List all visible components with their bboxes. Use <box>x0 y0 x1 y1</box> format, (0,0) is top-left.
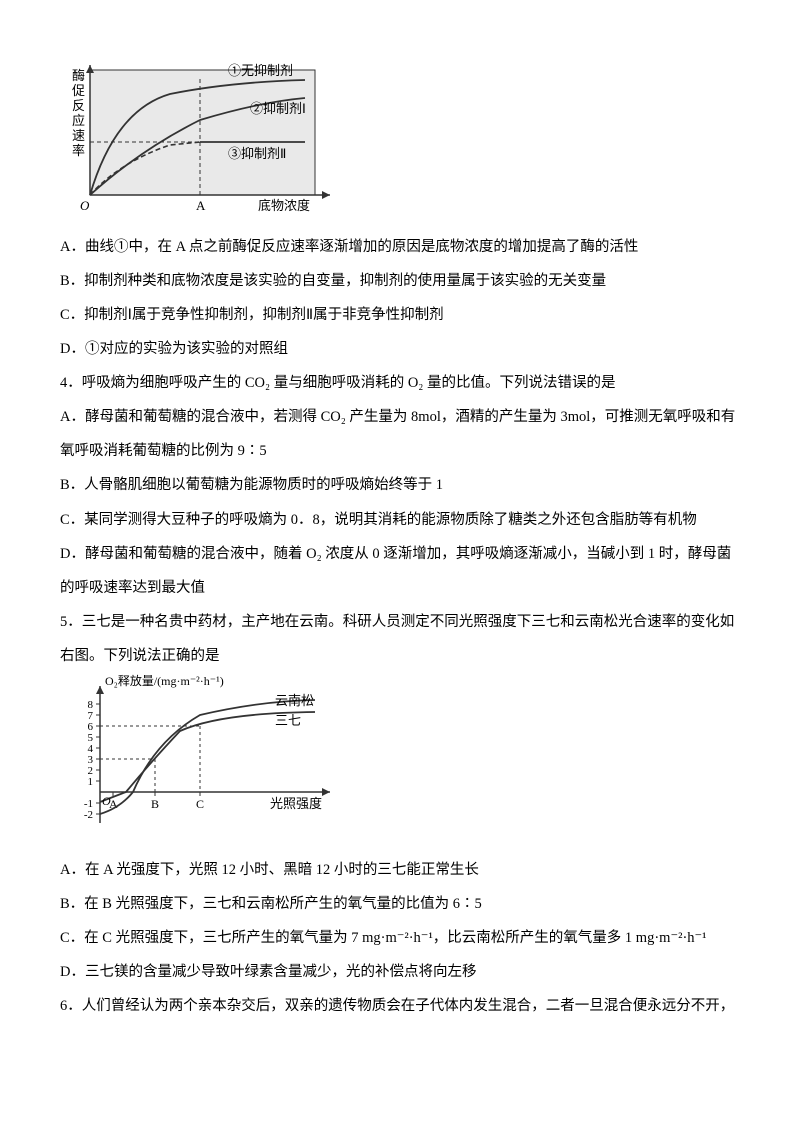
x-axis-arrow-2 <box>322 788 330 796</box>
chart-svg-2: -2 -1 1 2 3 4 5 6 7 8 A B C <box>60 673 345 843</box>
q4-option-D: D．酵母菌和葡萄糖的混合液中，随着 O₂ 浓度从 0 逐渐增加，其呼吸熵逐渐减小… <box>60 537 740 605</box>
q5-option-B: B．在 B 光照强度下，三七和云南松所产生的氧气量的比值为 6∶5 <box>60 887 740 921</box>
q3-option-D: D．①对应的实验为该实验的对照组 <box>60 332 740 366</box>
svg-text:-1: -1 <box>84 798 93 810</box>
svg-text:4: 4 <box>88 743 94 755</box>
q5-stem: 5．三七是一种名贵中药材，主产地在云南。科研人员测定不同光照强度下三七和云南松光… <box>60 605 740 673</box>
svg-text:3: 3 <box>88 754 94 766</box>
q6-stem: 6．人们曾经认为两个亲本杂交后，双亲的遗传物质会在子代体内发生混合，二者一旦混合… <box>60 989 740 1023</box>
svg-text:5: 5 <box>88 732 94 744</box>
curve1-label: ①无抑制剂 <box>228 63 293 78</box>
xtick-C: C <box>196 797 204 811</box>
origin-O: O <box>80 198 90 213</box>
ylabel-c5: 速 <box>72 128 85 143</box>
svg-text:6: 6 <box>88 721 94 733</box>
svg-text:7: 7 <box>88 710 94 722</box>
q3-option-C: C．抑制剂Ⅰ属于竞争性抑制剂，抑制剂Ⅱ属于非竞争性抑制剂 <box>60 298 740 332</box>
y-axis-arrow-2 <box>96 686 104 694</box>
ylabel-c1: 酶 <box>72 68 85 83</box>
ylabel-c2: 促 <box>72 83 85 98</box>
photosynthesis-chart: -2 -1 1 2 3 4 5 6 7 8 A B C <box>60 673 740 843</box>
enzyme-inhibitor-chart: 酶 促 反 应 速 率 ①无抑制剂 ②抑制剂Ⅰ ③抑制剂Ⅱ A O 底物浓度 <box>60 50 740 220</box>
svg-text:8: 8 <box>88 699 94 711</box>
q4-option-C: C．某同学测得大豆种子的呼吸熵为 0．8，说明其消耗的能源物质除了糖类之外还包含… <box>60 503 740 537</box>
x-axis-arrow <box>322 191 330 199</box>
label-yunnan: 云南松 <box>275 693 314 708</box>
curve3-label: ③抑制剂Ⅱ <box>228 146 286 161</box>
svg-text:-2: -2 <box>84 809 93 821</box>
q5-option-D: D．三七镁的含量减少导致叶绿素含量减少，光的补偿点将向左移 <box>60 955 740 989</box>
q3-option-B: B．抑制剂种类和底物浓度是该实验的自变量，抑制剂的使用量属于该实验的无关变量 <box>60 264 740 298</box>
ylabel-2: O₂释放量/(mg·m⁻²·h⁻¹) <box>105 673 224 688</box>
q3-option-A: A．曲线①中，在 A 点之前酶促反应速率逐渐增加的原因是底物浓度的增加提高了酶的… <box>60 230 740 264</box>
svg-text:2: 2 <box>88 765 94 777</box>
q4-option-A: A．酵母菌和葡萄糖的混合液中，若测得 CO₂ 产生量为 8mol，酒精的产生量为… <box>60 400 740 468</box>
ylabel-c4: 应 <box>72 113 85 128</box>
q5-option-C: C．在 C 光照强度下，三七所产生的氧气量为 7 mg·m⁻²·h⁻¹，比云南松… <box>60 921 740 955</box>
y-ticks: -2 -1 1 2 3 4 5 6 7 8 <box>84 699 100 821</box>
page-root: 酶 促 反 应 速 率 ①无抑制剂 ②抑制剂Ⅰ ③抑制剂Ⅱ A O 底物浓度 A… <box>0 0 800 1063</box>
q5-option-A: A．在 A 光强度下，光照 12 小时、黑暗 12 小时的三七能正常生长 <box>60 853 740 887</box>
tick-A: A <box>196 198 206 213</box>
q4-option-B: B．人骨骼肌细胞以葡萄糖为能源物质时的呼吸熵始终等于 1 <box>60 468 740 502</box>
ylabel-c6: 率 <box>72 143 85 158</box>
origin-2: O <box>102 794 111 808</box>
svg-text:1: 1 <box>88 776 94 788</box>
xlabel-2: 光照强度 <box>270 796 322 811</box>
xlabel: 底物浓度 <box>258 198 310 213</box>
chart-svg-1: 酶 促 反 应 速 率 ①无抑制剂 ②抑制剂Ⅰ ③抑制剂Ⅱ A O 底物浓度 <box>60 50 350 220</box>
ylabel-c3: 反 <box>72 98 85 113</box>
label-sanqi: 三七 <box>275 713 301 728</box>
xtick-B: B <box>151 797 159 811</box>
curve2-label: ②抑制剂Ⅰ <box>250 101 306 116</box>
q4-stem: 4．呼吸熵为细胞呼吸产生的 CO₂ 量与细胞呼吸消耗的 O₂ 量的比值。下列说法… <box>60 366 740 400</box>
